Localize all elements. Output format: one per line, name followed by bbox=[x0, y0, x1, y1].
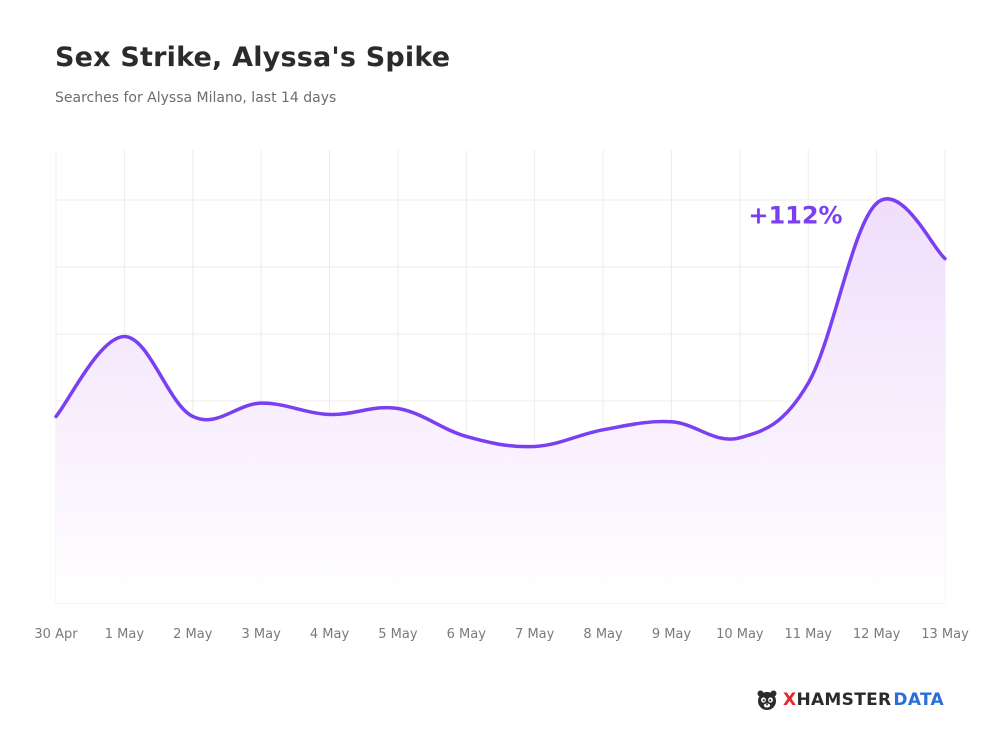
x-tick-label: 10 May bbox=[716, 627, 764, 642]
x-tick-label: 6 May bbox=[447, 627, 487, 642]
x-tick-label: 30 Apr bbox=[34, 627, 78, 642]
series-line bbox=[54, 197, 947, 449]
brand-logo: XHAMSTER DATA bbox=[756, 689, 944, 711]
x-tick-label: 13 May bbox=[921, 627, 969, 642]
x-tick-label: 7 May bbox=[515, 627, 555, 642]
x-tick-label: 3 May bbox=[242, 627, 282, 642]
x-axis-labels: 30 Apr 1 May 2 May 3 May 4 May 5 May 6 May 7 Ma… bbox=[34, 627, 969, 642]
area-fill bbox=[56, 198, 945, 603]
x-tick-label: 12 May bbox=[853, 627, 901, 642]
brand-data: DATA bbox=[893, 690, 944, 710]
brand-hamster: HAMSTER bbox=[796, 690, 892, 710]
brand-x: X bbox=[783, 690, 797, 710]
x-tick-label: 1 May bbox=[105, 627, 145, 642]
x-tick-label: 5 May bbox=[378, 627, 418, 642]
x-tick-label: 8 May bbox=[583, 627, 623, 642]
brand-wordmark: XHAMSTER DATA bbox=[783, 690, 944, 710]
x-tick-label: 2 May bbox=[173, 627, 213, 642]
chart-title: Sex Strike, Alyssa's Spike bbox=[55, 42, 451, 73]
hamster-logo-icon bbox=[757, 690, 777, 710]
spike-annotation: +112% bbox=[748, 201, 842, 229]
x-tick-label: 4 May bbox=[310, 627, 350, 642]
x-tick-label: 11 May bbox=[784, 627, 832, 642]
x-tick-label: 9 May bbox=[652, 627, 692, 642]
chart-subtitle: Searches for Alyssa Milano, last 14 days bbox=[55, 90, 337, 106]
